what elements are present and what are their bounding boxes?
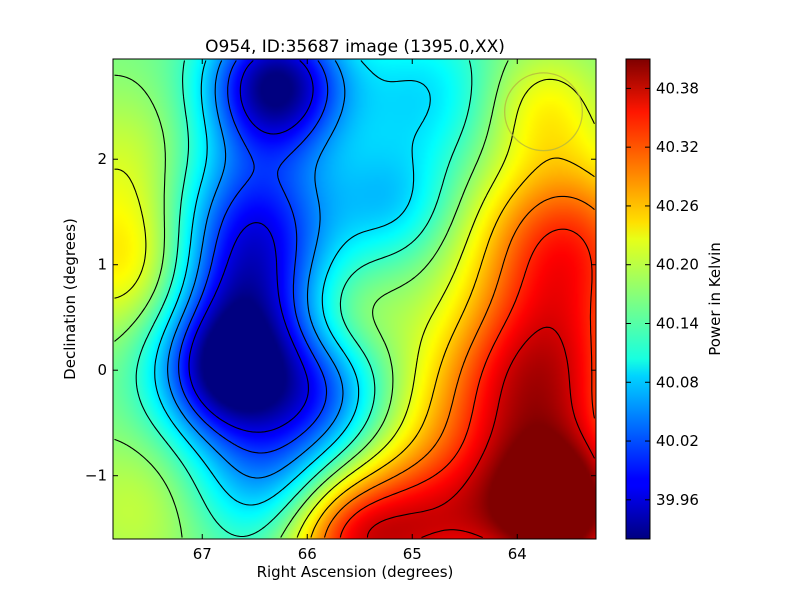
contour-line <box>167 60 346 479</box>
contour-line <box>114 78 595 538</box>
y-tick-label: −1 <box>85 467 107 485</box>
colorbar-tick: 40.26 <box>626 197 699 215</box>
colorbar-gradient <box>625 58 651 540</box>
y-tick-label: 1 <box>97 256 107 274</box>
colorbar: 39.96 40.02 40.08 40.14 40.20 40.26 40.32 40.38… <box>625 58 724 540</box>
colorbar-tick-label: 40.14 <box>656 314 699 332</box>
contour-line <box>339 228 596 538</box>
colorbar-tick-label: 40.26 <box>656 197 699 215</box>
y-tick-label: 2 <box>97 150 107 168</box>
contour-line <box>178 60 329 454</box>
contour-line <box>114 60 509 538</box>
colorbar-tick: 40.32 <box>626 138 699 156</box>
heatmap-image <box>113 59 596 539</box>
contour-lines <box>114 60 596 539</box>
y-tick: 2 <box>97 150 596 168</box>
x-tick-label: 64 <box>508 545 527 563</box>
contour-line <box>154 60 431 506</box>
colorbar-tick-label: 40.38 <box>656 79 699 97</box>
chart-title: O954, ID:35687 image (1395.0,XX) <box>205 37 505 57</box>
colorbar-tick-label: 39.96 <box>656 491 699 509</box>
x-axis-ticks: 67 66 65 64 <box>193 59 527 563</box>
colorbar-ticks: 39.96 40.02 40.08 40.14 40.20 40.26 40.32 40.38 <box>626 79 699 509</box>
colorbar-tick: 40.20 <box>626 256 699 274</box>
y-axis-label: Declination (degrees) <box>61 218 79 380</box>
colorbar-tick-label: 40.32 <box>656 138 699 156</box>
colorbar-label: Power in Kelvin <box>706 242 724 356</box>
colorbar-tick-label: 40.02 <box>656 432 699 450</box>
colorbar-tick: 40.38 <box>626 79 699 97</box>
contour-line <box>366 326 595 539</box>
contour-line <box>188 60 314 433</box>
x-axis-label: Right Ascension (degrees) <box>257 563 454 581</box>
colorbar-tick: 40.08 <box>626 373 699 391</box>
colorbar-tick: 39.96 <box>626 491 699 509</box>
x-tick: 65 <box>403 59 422 563</box>
colorbar-tick: 40.02 <box>626 432 699 450</box>
colorbar-tick: 40.14 <box>626 314 699 332</box>
y-tick-label: 0 <box>97 361 107 379</box>
y-tick: 0 <box>97 361 596 379</box>
x-tick-label: 66 <box>298 545 317 563</box>
y-tick: 1 <box>97 256 596 274</box>
contour-line <box>323 195 595 538</box>
plot-frame <box>112 58 597 540</box>
contour-line <box>135 60 473 538</box>
x-tick: 67 <box>193 59 212 563</box>
y-tick: −1 <box>85 467 596 485</box>
contour-line <box>310 157 595 538</box>
colorbar-tick-label: 40.08 <box>656 373 699 391</box>
x-tick: 66 <box>298 59 317 563</box>
x-tick: 64 <box>508 59 527 563</box>
colorbar-tick-label: 40.20 <box>656 256 699 274</box>
beam-circle <box>503 72 583 152</box>
x-tick-label: 67 <box>193 545 212 563</box>
y-axis-ticks: −1 0 1 2 <box>85 150 596 485</box>
heatmap-plot <box>112 58 597 540</box>
x-tick-label: 65 <box>403 545 422 563</box>
